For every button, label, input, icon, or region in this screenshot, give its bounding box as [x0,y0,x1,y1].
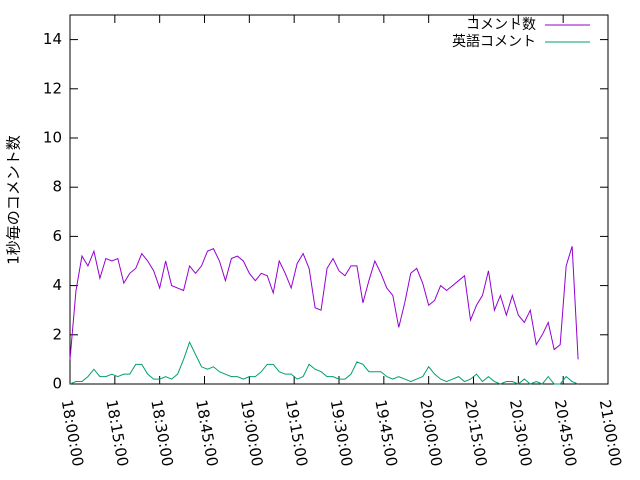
x-tick-label: 19:00:00 [237,398,266,467]
y-tick-label: 10 [43,129,62,147]
x-tick-label: 19:15:00 [282,398,311,467]
series-line [69,246,579,360]
y-axis-label: 1秒毎のコメント数 [5,135,23,265]
x-tick-label: 20:15:00 [461,398,490,467]
x-tick-label: 18:45:00 [192,398,221,467]
y-tick-label: 6 [52,227,62,245]
legend-label: コメント数 [466,17,536,33]
y-tick-label: 0 [52,375,62,393]
x-tick-label: 19:30:00 [327,398,356,467]
x-tick-label: 19:45:00 [371,398,400,467]
x-tick-label: 20:30:00 [506,398,535,467]
legend-label: 英語コメント [452,33,536,50]
x-tick-label: 18:30:00 [147,398,176,467]
plot-border [69,14,609,385]
x-tick-label: 20:00:00 [416,398,445,467]
y-tick-label: 8 [52,178,62,196]
y-tick-label: 14 [43,30,62,48]
y-tick-label: 4 [52,276,62,294]
x-tick-label: 20:45:00 [551,398,580,467]
y-tick-label: 2 [52,325,62,343]
y-tick-label: 12 [43,79,62,97]
x-tick-label: 18:00:00 [58,398,87,467]
series-line [69,340,579,385]
x-tick-label: 18:15:00 [102,398,131,467]
x-tick-label: 21:00:00 [596,398,625,467]
